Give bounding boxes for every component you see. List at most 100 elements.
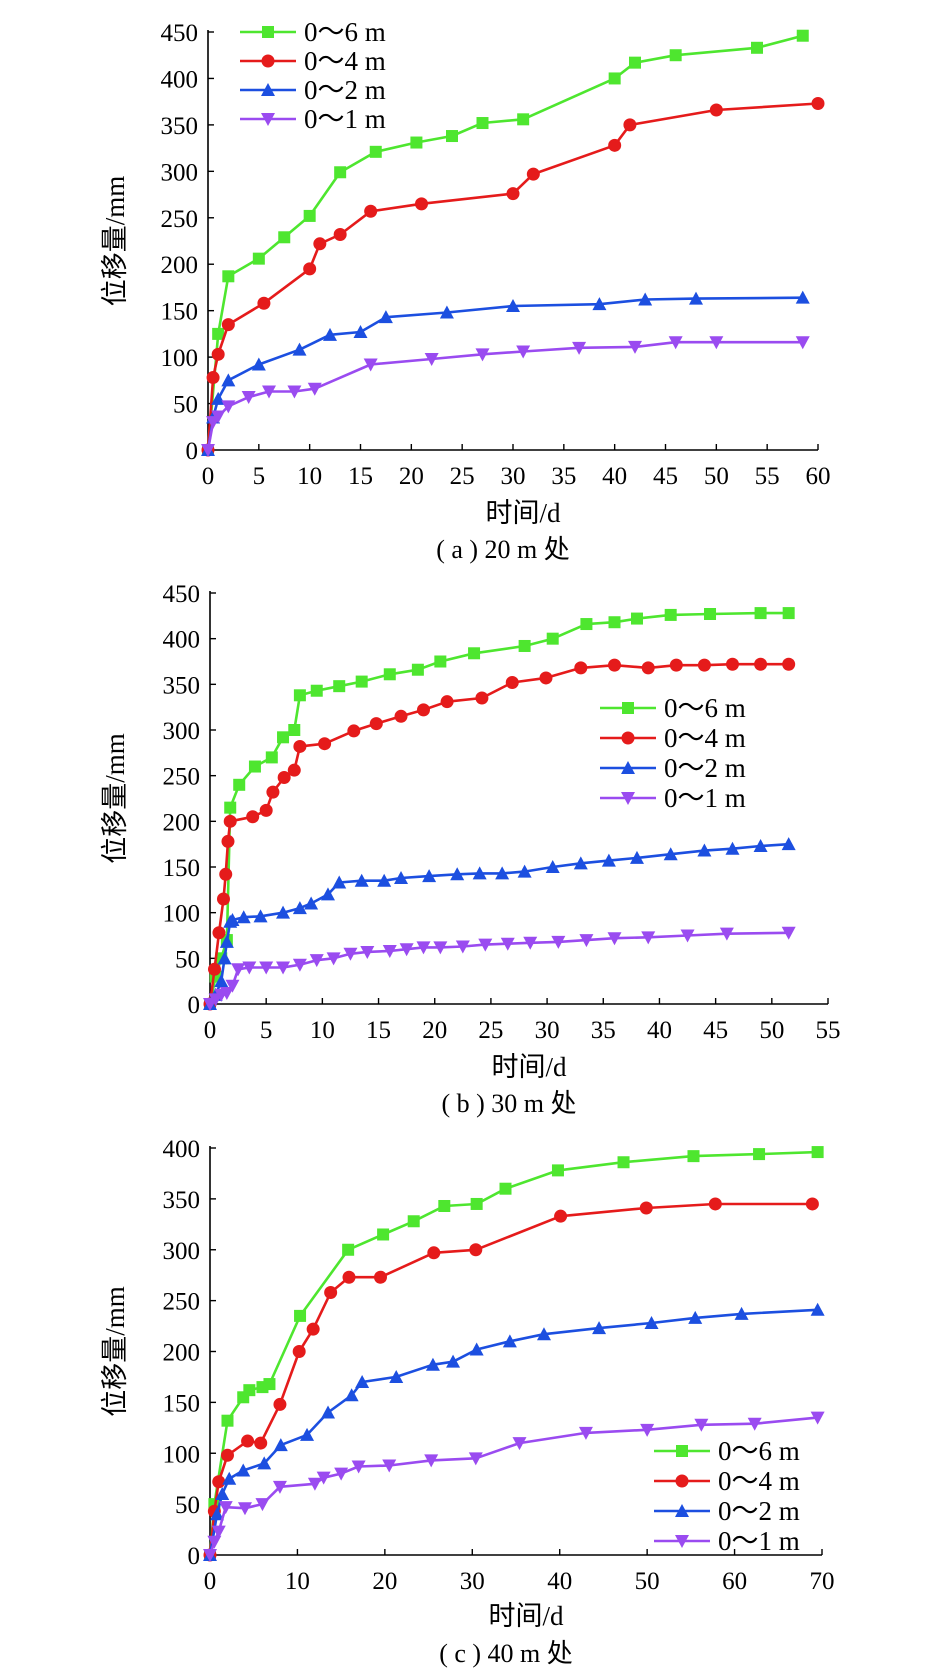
series-0-point-5: [303, 209, 316, 222]
x-tick-label: 40: [647, 1017, 672, 1044]
series-2-point-13: [332, 875, 347, 889]
series-2-point-2: [214, 974, 229, 988]
y-tick-label: 150: [163, 855, 201, 882]
series-3-point-10: [475, 348, 490, 362]
y-tick-label: 350: [161, 113, 199, 140]
series-0-point-20: [580, 618, 593, 631]
series-0-point-15: [751, 41, 763, 54]
series-1-point-12: [608, 138, 622, 152]
series-1-point-8: [364, 204, 378, 218]
series-3-point-15: [709, 336, 724, 350]
series-0-point-24: [704, 608, 717, 621]
x-tick-label: 45: [653, 463, 678, 490]
series-1-point-5: [303, 262, 317, 276]
series-2-point-9: [439, 305, 454, 319]
series-3-point-3: [219, 987, 234, 1001]
x-tick-label: 70: [810, 1568, 835, 1595]
series-0-point-11: [517, 113, 530, 126]
x-tick-label: 50: [704, 463, 729, 490]
series-2-point-19: [688, 1310, 703, 1324]
series-1-point-10: [506, 187, 520, 201]
series-2-point-5: [292, 342, 307, 356]
series-1-point-27: [725, 657, 739, 671]
y-tick-label: 450: [161, 20, 199, 47]
y-tick-label: 450: [163, 581, 201, 608]
series-3-point-2: [211, 410, 226, 424]
series-3-point-0: [203, 1549, 217, 1562]
series-0-point-16: [434, 655, 447, 668]
series-1-point-11: [373, 1270, 387, 1284]
x-axis-title: 时间/d: [491, 1052, 567, 1082]
y-tick-label: 50: [173, 392, 198, 419]
series-1-point-10: [342, 1270, 356, 1284]
series-0-point-17: [753, 1148, 766, 1161]
series-2-point-9: [344, 1388, 359, 1402]
series-1-point-8: [306, 1322, 320, 1336]
x-tick-label: 25: [478, 1017, 503, 1044]
series-0-point-7: [369, 145, 382, 158]
series-1-point-5: [254, 1436, 268, 1450]
x-axis-title: 时间/d: [485, 498, 561, 528]
series-3-point-9: [334, 1467, 349, 1481]
series-2-point-21: [810, 1302, 825, 1316]
series-0-point-25: [754, 607, 767, 620]
series-0-point-7: [294, 1309, 307, 1322]
series-3-point-19: [478, 938, 493, 952]
legend-marker-3: [261, 113, 275, 126]
series-3-point-13: [628, 340, 642, 354]
x-tick-label: 10: [310, 1017, 335, 1044]
series-2-point-6: [323, 327, 337, 341]
series-2-point-15: [502, 1334, 517, 1348]
series-1-point-6: [223, 814, 237, 828]
series-3-point-9: [424, 352, 439, 366]
series-3-point-16: [640, 1423, 655, 1437]
series-3-point-11: [382, 1459, 397, 1473]
series-0-point-8: [342, 1243, 355, 1256]
y-tick-label: 300: [163, 718, 201, 745]
series-1-point-15: [639, 1201, 653, 1215]
series-2-point-17: [592, 1321, 607, 1335]
series-2-point-18: [450, 867, 465, 881]
series-2-point-25: [629, 850, 644, 864]
series-2-point-28: [725, 841, 740, 855]
series-0-point-13: [629, 56, 641, 69]
y-tick-label: 250: [163, 1289, 201, 1316]
x-tick-label: 30: [535, 1017, 560, 1044]
series-2-point-7: [300, 1427, 315, 1441]
series-1-point-8: [259, 803, 273, 817]
series-2-point-10: [506, 299, 520, 313]
series-3-point-8: [316, 1471, 331, 1485]
series-3-point-16: [416, 941, 431, 955]
x-tick-label: 35: [591, 1017, 616, 1044]
y-tick-label: 0: [186, 438, 199, 465]
series-2-point-13: [446, 1354, 461, 1368]
series-2-point-21: [517, 864, 532, 878]
x-tick-label: 60: [806, 463, 831, 490]
series-1-point-12: [293, 739, 307, 753]
series-2-point-8: [321, 1405, 336, 1419]
series-3-point-24: [607, 932, 622, 946]
series-3-point-14: [668, 336, 683, 350]
series-1-point-7: [333, 227, 347, 241]
series-3-point-2: [211, 1525, 226, 1539]
series-3-point-6: [272, 1480, 287, 1494]
series-2-point-8: [253, 909, 268, 923]
y-tick-label: 150: [163, 1390, 201, 1417]
series-1-point-11: [287, 763, 301, 777]
series-3-point-7: [307, 1477, 322, 1491]
x-tick-label: 10: [297, 463, 322, 490]
series-0-point-10: [293, 689, 306, 702]
y-tick-label: 300: [161, 159, 199, 186]
legend-marker-2: [261, 83, 275, 96]
series-2-point-3: [221, 373, 236, 387]
series-0-point-10: [476, 117, 489, 130]
series-1-point-16: [394, 709, 408, 723]
y-tick-label: 200: [161, 252, 199, 279]
series-3-point-11: [326, 952, 341, 966]
series-2-point-26: [663, 847, 678, 861]
y-tick-label: 400: [163, 1136, 201, 1163]
y-tick-label: 350: [163, 672, 201, 699]
series-3-line: [206, 340, 803, 451]
series-2-point-14: [795, 290, 810, 304]
series-1-point-29: [782, 657, 796, 671]
